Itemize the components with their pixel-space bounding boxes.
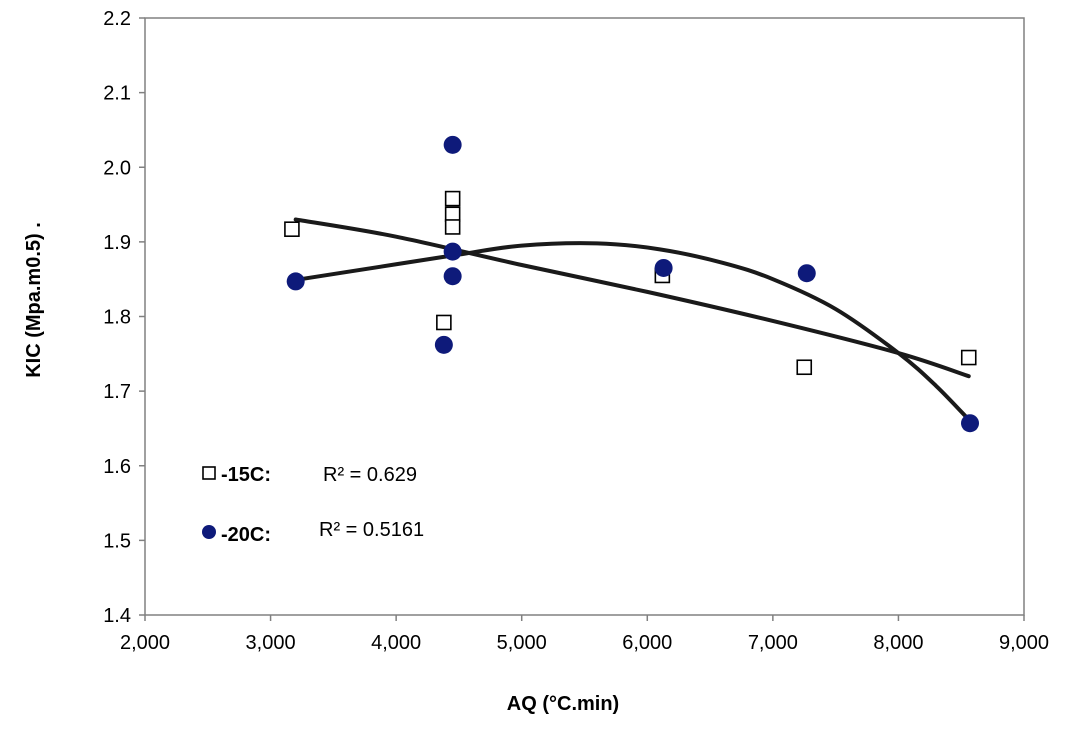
x-tick-label: 9,000 bbox=[999, 632, 1049, 654]
x-tick-label: 2,000 bbox=[120, 632, 170, 654]
x-tick-label: 8,000 bbox=[873, 632, 923, 654]
r2-label-15c: R² = 0.629 bbox=[323, 464, 417, 486]
y-tick-label: 1.5 bbox=[103, 530, 131, 552]
data-point-15c bbox=[436, 314, 452, 331]
data-point-20c bbox=[443, 267, 462, 286]
data-point-15c bbox=[284, 221, 300, 237]
data-point-20c bbox=[434, 335, 453, 354]
x-tick-label: 3,000 bbox=[246, 632, 296, 654]
y-tick-label: 1.4 bbox=[103, 605, 131, 627]
data-point-15c bbox=[796, 359, 813, 376]
legend-marker-20c bbox=[202, 525, 216, 539]
legend-label-20c: -20C: bbox=[221, 524, 271, 546]
trendline-20c bbox=[293, 241, 973, 423]
r2-label-20c: R² = 0.5161 bbox=[319, 519, 424, 541]
data-point-15c bbox=[444, 219, 461, 235]
y-axis: 2.2 2.1 2.0 1.9 1.8 1.7 1.6 1.5 1.4 bbox=[103, 8, 145, 627]
data-point-20c bbox=[286, 272, 305, 291]
legend-marker-15c bbox=[202, 466, 216, 480]
data-point-15c bbox=[960, 349, 977, 366]
data-point-20c bbox=[654, 258, 673, 277]
legend: -15C: R² = 0.629 -20C: R² = 0.5161 bbox=[202, 464, 424, 546]
x-tick-label: 4,000 bbox=[371, 632, 421, 654]
legend-label-15c: -15C: bbox=[221, 464, 271, 486]
data-point-20c bbox=[443, 242, 462, 261]
x-axis: 2,000 3,000 4,000 5,000 6,000 7,000 8,000 9,000 bbox=[120, 615, 1049, 654]
y-tick-label: 2.1 bbox=[103, 83, 131, 105]
x-tick-label: 5,000 bbox=[497, 632, 547, 654]
trendline-15c bbox=[293, 217, 971, 379]
y-tick-label: 2.0 bbox=[103, 157, 131, 179]
y-tick-label: 1.8 bbox=[103, 307, 131, 329]
x-axis-title: AQ (°C.min) bbox=[507, 693, 619, 715]
data-point-20c bbox=[961, 414, 980, 433]
data-point-15c bbox=[444, 190, 461, 207]
x-tick-label: 7,000 bbox=[748, 632, 798, 654]
plot-area bbox=[144, 17, 1025, 616]
x-tick-label: 6,000 bbox=[622, 632, 672, 654]
y-tick-label: 1.6 bbox=[103, 456, 131, 478]
trendlines bbox=[293, 217, 973, 423]
data-point-20c bbox=[443, 135, 462, 154]
data-point-20c bbox=[797, 264, 816, 283]
y-axis-title: KIC (Mpa.m0.5) . bbox=[23, 222, 45, 378]
y-tick-label: 1.9 bbox=[103, 232, 131, 254]
y-tick-label: 2.2 bbox=[103, 8, 131, 30]
y-tick-label: 1.7 bbox=[103, 381, 131, 403]
data-points bbox=[284, 135, 980, 433]
